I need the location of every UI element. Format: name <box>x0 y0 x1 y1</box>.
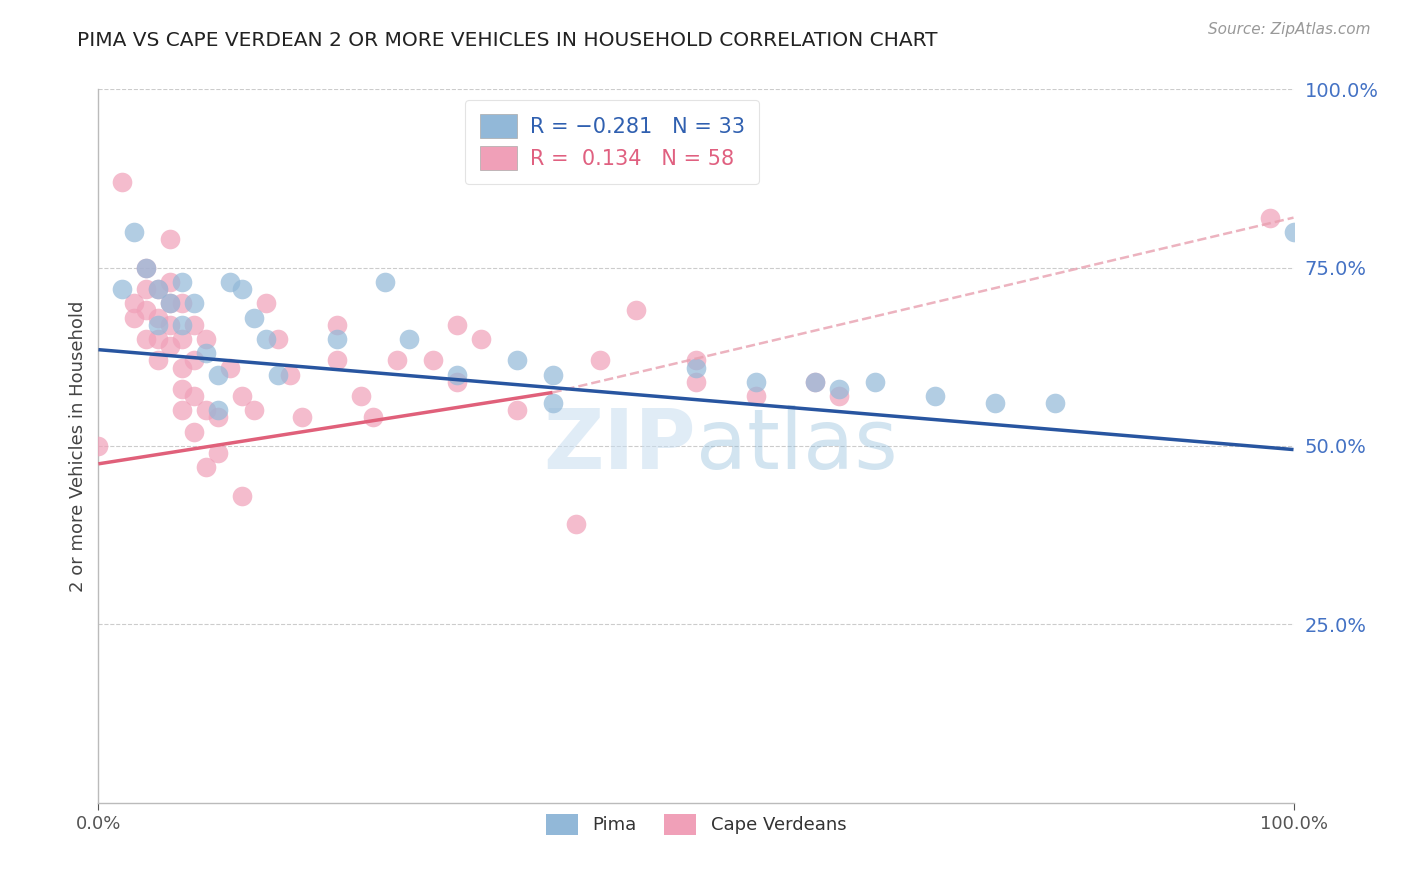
Point <box>159 232 181 246</box>
Point <box>172 360 194 375</box>
Point <box>924 389 946 403</box>
Point <box>243 310 266 325</box>
Point <box>685 375 707 389</box>
Point <box>135 260 157 275</box>
Point <box>87 439 110 453</box>
Point <box>195 403 218 417</box>
Point <box>111 175 134 189</box>
Point <box>1282 225 1305 239</box>
Point <box>159 296 181 310</box>
Y-axis label: 2 or more Vehicles in Household: 2 or more Vehicles in Household <box>69 301 87 591</box>
Point <box>172 382 194 396</box>
Text: PIMA VS CAPE VERDEAN 2 OR MORE VEHICLES IN HOUSEHOLD CORRELATION CHART: PIMA VS CAPE VERDEAN 2 OR MORE VEHICLES … <box>77 31 938 50</box>
Point <box>804 375 827 389</box>
Point <box>506 403 529 417</box>
Point <box>195 332 218 346</box>
Point <box>446 368 468 382</box>
Point <box>685 353 707 368</box>
Point <box>374 275 396 289</box>
Point <box>363 410 385 425</box>
Point <box>506 353 529 368</box>
Point <box>135 303 157 318</box>
Point <box>172 403 194 417</box>
Point <box>243 403 266 417</box>
Point <box>984 396 1007 410</box>
Point <box>172 296 194 310</box>
Text: ZIP: ZIP <box>544 406 696 486</box>
Point <box>159 339 181 353</box>
Point <box>804 375 827 389</box>
Point <box>148 332 170 346</box>
Point <box>183 296 205 310</box>
Point <box>865 375 887 389</box>
Point <box>159 318 181 332</box>
Point <box>207 446 229 460</box>
Point <box>828 382 851 396</box>
Text: atlas: atlas <box>696 406 897 486</box>
Point <box>172 332 194 346</box>
Point <box>828 389 851 403</box>
Point <box>148 282 170 296</box>
Point <box>254 332 277 346</box>
Point <box>267 368 290 382</box>
Point <box>398 332 420 346</box>
Point <box>207 368 229 382</box>
Point <box>231 282 253 296</box>
Point <box>745 375 768 389</box>
Point <box>172 318 194 332</box>
Point <box>326 318 349 332</box>
Point <box>541 396 564 410</box>
Point <box>219 360 242 375</box>
Point <box>148 318 170 332</box>
Point <box>183 353 205 368</box>
Point <box>219 275 242 289</box>
Point <box>135 282 157 296</box>
Point <box>159 275 181 289</box>
Point <box>326 332 349 346</box>
Point <box>326 353 349 368</box>
Point <box>135 332 157 346</box>
Point <box>565 517 588 532</box>
Point <box>267 332 290 346</box>
Point <box>1043 396 1066 410</box>
Legend: Pima, Cape Verdeans: Pima, Cape Verdeans <box>537 805 855 844</box>
Point <box>124 310 146 325</box>
Point <box>183 318 205 332</box>
Point <box>422 353 444 368</box>
Point <box>626 303 648 318</box>
Point <box>183 389 205 403</box>
Point <box>446 318 468 332</box>
Point <box>148 353 170 368</box>
Point <box>111 282 134 296</box>
Point <box>183 425 205 439</box>
Point <box>231 389 253 403</box>
Point <box>231 489 253 503</box>
Text: Source: ZipAtlas.com: Source: ZipAtlas.com <box>1208 22 1371 37</box>
Point <box>124 225 146 239</box>
Point <box>207 410 229 425</box>
Point <box>207 403 229 417</box>
Point <box>172 275 194 289</box>
Point <box>589 353 612 368</box>
Point <box>278 368 301 382</box>
Point <box>291 410 314 425</box>
Point <box>470 332 492 346</box>
Point <box>135 260 157 275</box>
Point <box>541 368 564 382</box>
Point <box>254 296 277 310</box>
Point <box>350 389 373 403</box>
Point <box>124 296 146 310</box>
Point <box>195 346 218 360</box>
Point <box>148 310 170 325</box>
Point <box>446 375 468 389</box>
Point <box>148 282 170 296</box>
Point <box>159 296 181 310</box>
Point <box>745 389 768 403</box>
Point <box>685 360 707 375</box>
Point <box>195 460 218 475</box>
Point <box>385 353 409 368</box>
Point <box>1258 211 1281 225</box>
